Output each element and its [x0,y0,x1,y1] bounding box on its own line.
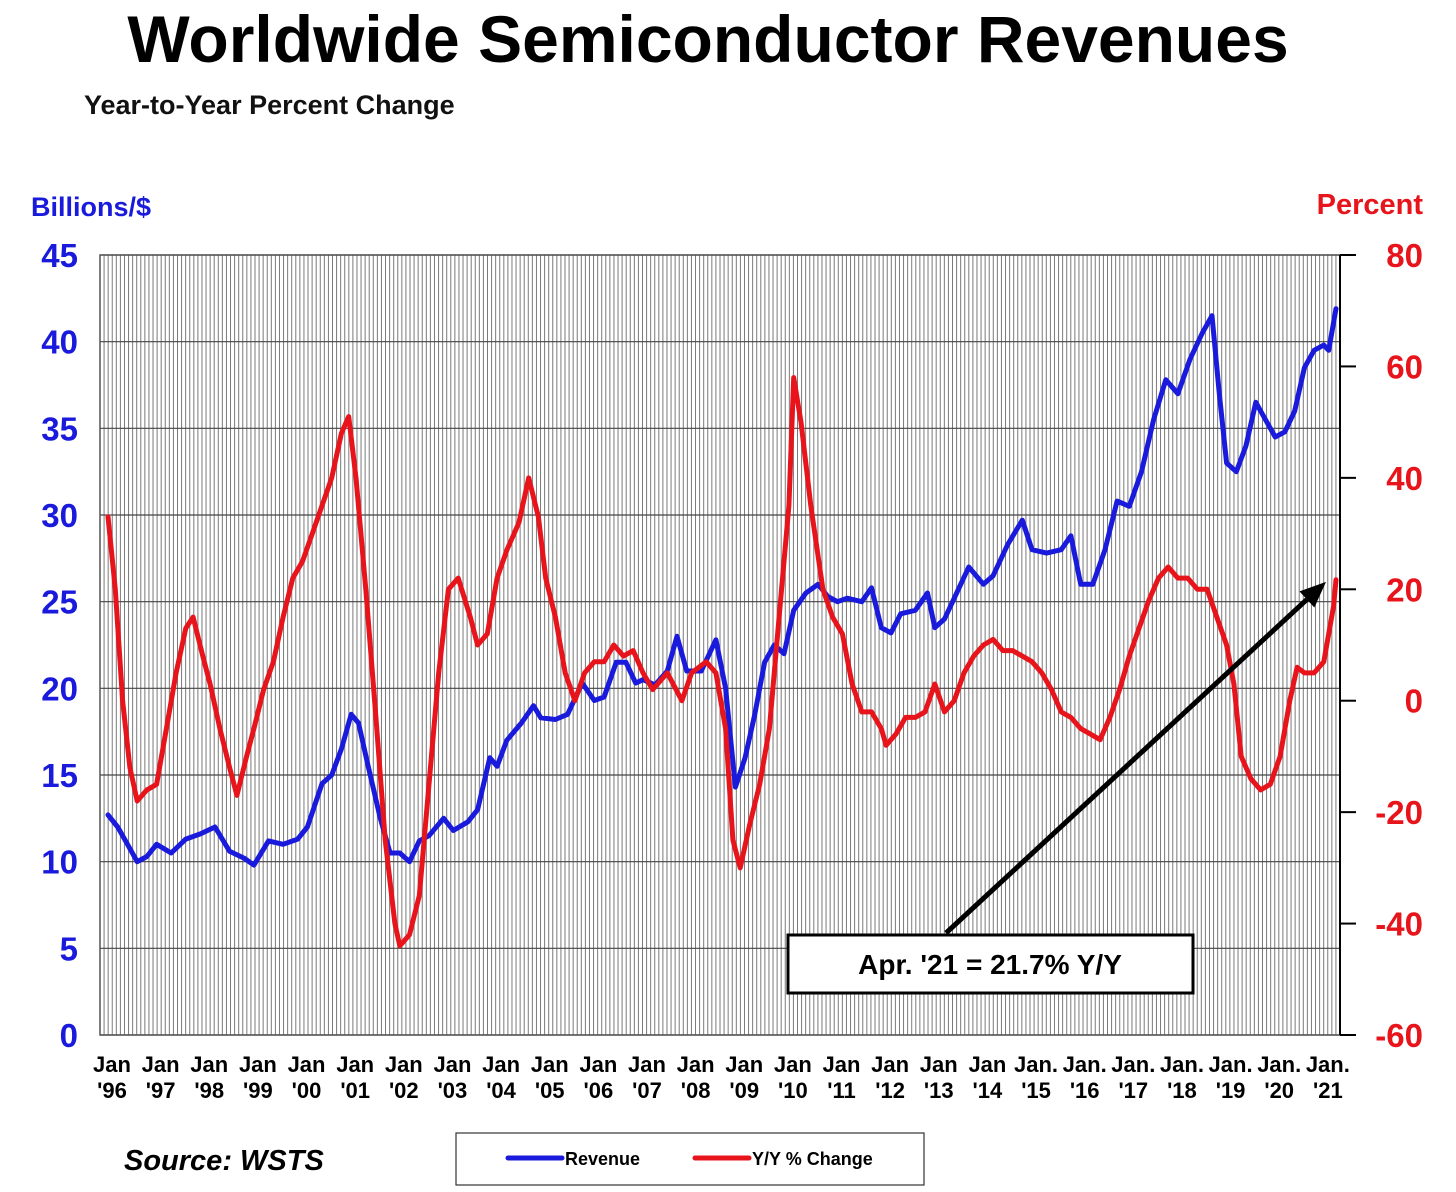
x-tick-label-month: Jan [93,1052,131,1077]
left-axis-label: Billions/$ [31,192,151,222]
x-tick-label-month: Jan [239,1052,277,1077]
right-tick-label: -20 [1375,794,1423,831]
x-tick-label-month: Jan. [1111,1052,1155,1077]
x-tick-label-month: Jan. [1209,1052,1253,1077]
x-tick-label-year: '17 [1118,1078,1148,1103]
x-tick-label-year: '15 [1021,1078,1051,1103]
series-layer [105,306,1339,949]
x-tick-label-month: Jan [628,1052,666,1077]
x-tick-label-year: '10 [778,1078,808,1103]
left-tick-label: 15 [41,757,78,794]
x-tick-label-month: Jan [288,1052,326,1077]
x-tick-label-year: '02 [389,1078,419,1103]
x-tick-label-month: Jan [823,1052,861,1077]
right-axis-tick-labels: -60 -40 -20 0 20 40 60 80 [1375,237,1423,1054]
right-tick-label: -40 [1375,906,1423,943]
left-tick-label: 10 [41,844,78,881]
left-tick-label: 35 [41,410,78,447]
x-tick-label-year: '01 [340,1078,370,1103]
right-tick-label: 20 [1386,571,1423,608]
x-tick-label-year: '14 [973,1078,1003,1103]
x-tick-label-month: Jan [531,1052,569,1077]
x-tick-label-month: Jan. [1160,1052,1204,1077]
x-tick-label-year: '11 [827,1078,856,1103]
x-tick-label-year: '21 [1313,1078,1343,1103]
right-tick-label: 80 [1386,237,1423,274]
x-tick-label-month: Jan. [1014,1052,1058,1077]
x-tick-label-month: Jan [968,1052,1006,1077]
x-tick-label-month: Jan [725,1052,763,1077]
x-tick-label-month: Jan. [1257,1052,1301,1077]
x-tick-label-year: '07 [632,1078,662,1103]
series-line-y-y-change [105,375,1339,949]
x-tick-label-month: Jan [142,1052,180,1077]
left-tick-label: 40 [41,324,78,361]
x-tick-label-month: Jan [871,1052,909,1077]
series-line-revenue [105,306,1339,868]
right-tick-label: 40 [1386,460,1423,497]
x-tick-label-year: '18 [1167,1078,1197,1103]
chart-title: Worldwide Semiconductor Revenues [127,2,1288,76]
right-tick-label: -60 [1375,1017,1423,1054]
left-tick-label: 30 [41,497,78,534]
annotation-arrowhead [1299,581,1326,608]
left-tick-label: 45 [41,237,78,274]
annotation: Apr. '21 = 21.7% Y/Y [786,581,1326,995]
annotation-box [786,933,1195,995]
x-tick-label-year: '08 [681,1078,711,1103]
x-tick-label-year: '98 [194,1078,224,1103]
x-tick-label-year: '16 [1070,1078,1100,1103]
x-tick-label-month: Jan. [1063,1052,1107,1077]
x-tick-label-year: '99 [243,1078,273,1103]
x-tick-label-month: Jan [482,1052,520,1077]
x-tick-label-year: '06 [583,1078,613,1103]
x-tick-label-month: Jan [677,1052,715,1077]
x-tick-label-month: Jan [336,1052,374,1077]
x-tick-label-year: '96 [97,1078,127,1103]
x-tick-label-year: '04 [486,1078,516,1103]
right-tick-label: 0 [1405,683,1423,720]
x-tick-label-month: Jan [774,1052,812,1077]
left-tick-label: 0 [60,1017,78,1054]
x-tick-label-year: '05 [535,1078,565,1103]
legend: Revenue Y/Y % Change [455,1132,925,1186]
vertical-gridlines [99,255,1341,1035]
chart-subtitle: Year-to-Year Percent Change [84,90,455,120]
legend-label-revenue: Revenue [565,1149,640,1169]
x-tick-label-month: Jan [579,1052,617,1077]
right-axis-ticks [1340,254,1356,1036]
x-tick-label-year: '97 [146,1078,176,1103]
x-tick-label-year: '19 [1216,1078,1246,1103]
x-tick-label-month: Jan [190,1052,228,1077]
source-label: Source: WSTS [124,1145,324,1177]
x-tick-label-month: Jan [433,1052,471,1077]
left-axis-ticks: 0 5 10 15 20 25 30 35 40 45 [41,237,78,1054]
x-tick-label-year: '09 [729,1078,759,1103]
x-tick-label-year: '00 [292,1078,322,1103]
x-tick-label-month: Jan [920,1052,958,1077]
x-axis-tick-labels: Jan'96Jan'97Jan'98Jan'99Jan'00Jan'01Jan'… [93,1052,1350,1103]
left-tick-label: 25 [41,584,78,621]
legend-label-yoy: Y/Y % Change [752,1149,873,1169]
x-tick-label-month: Jan [385,1052,423,1077]
x-tick-label-year: '13 [924,1078,954,1103]
x-tick-label-month: Jan. [1306,1052,1350,1077]
left-tick-label: 20 [41,670,78,707]
right-axis-label: Percent [1317,189,1424,221]
annotation-text: Apr. '21 = 21.7% Y/Y [858,949,1122,980]
annotation-arrow [944,597,1309,935]
right-tick-label: 60 [1386,348,1423,385]
x-tick-label-year: '20 [1264,1078,1294,1103]
left-tick-label: 5 [60,930,78,967]
x-tick-label-year: '12 [875,1078,905,1103]
x-tick-label-year: '03 [438,1078,468,1103]
